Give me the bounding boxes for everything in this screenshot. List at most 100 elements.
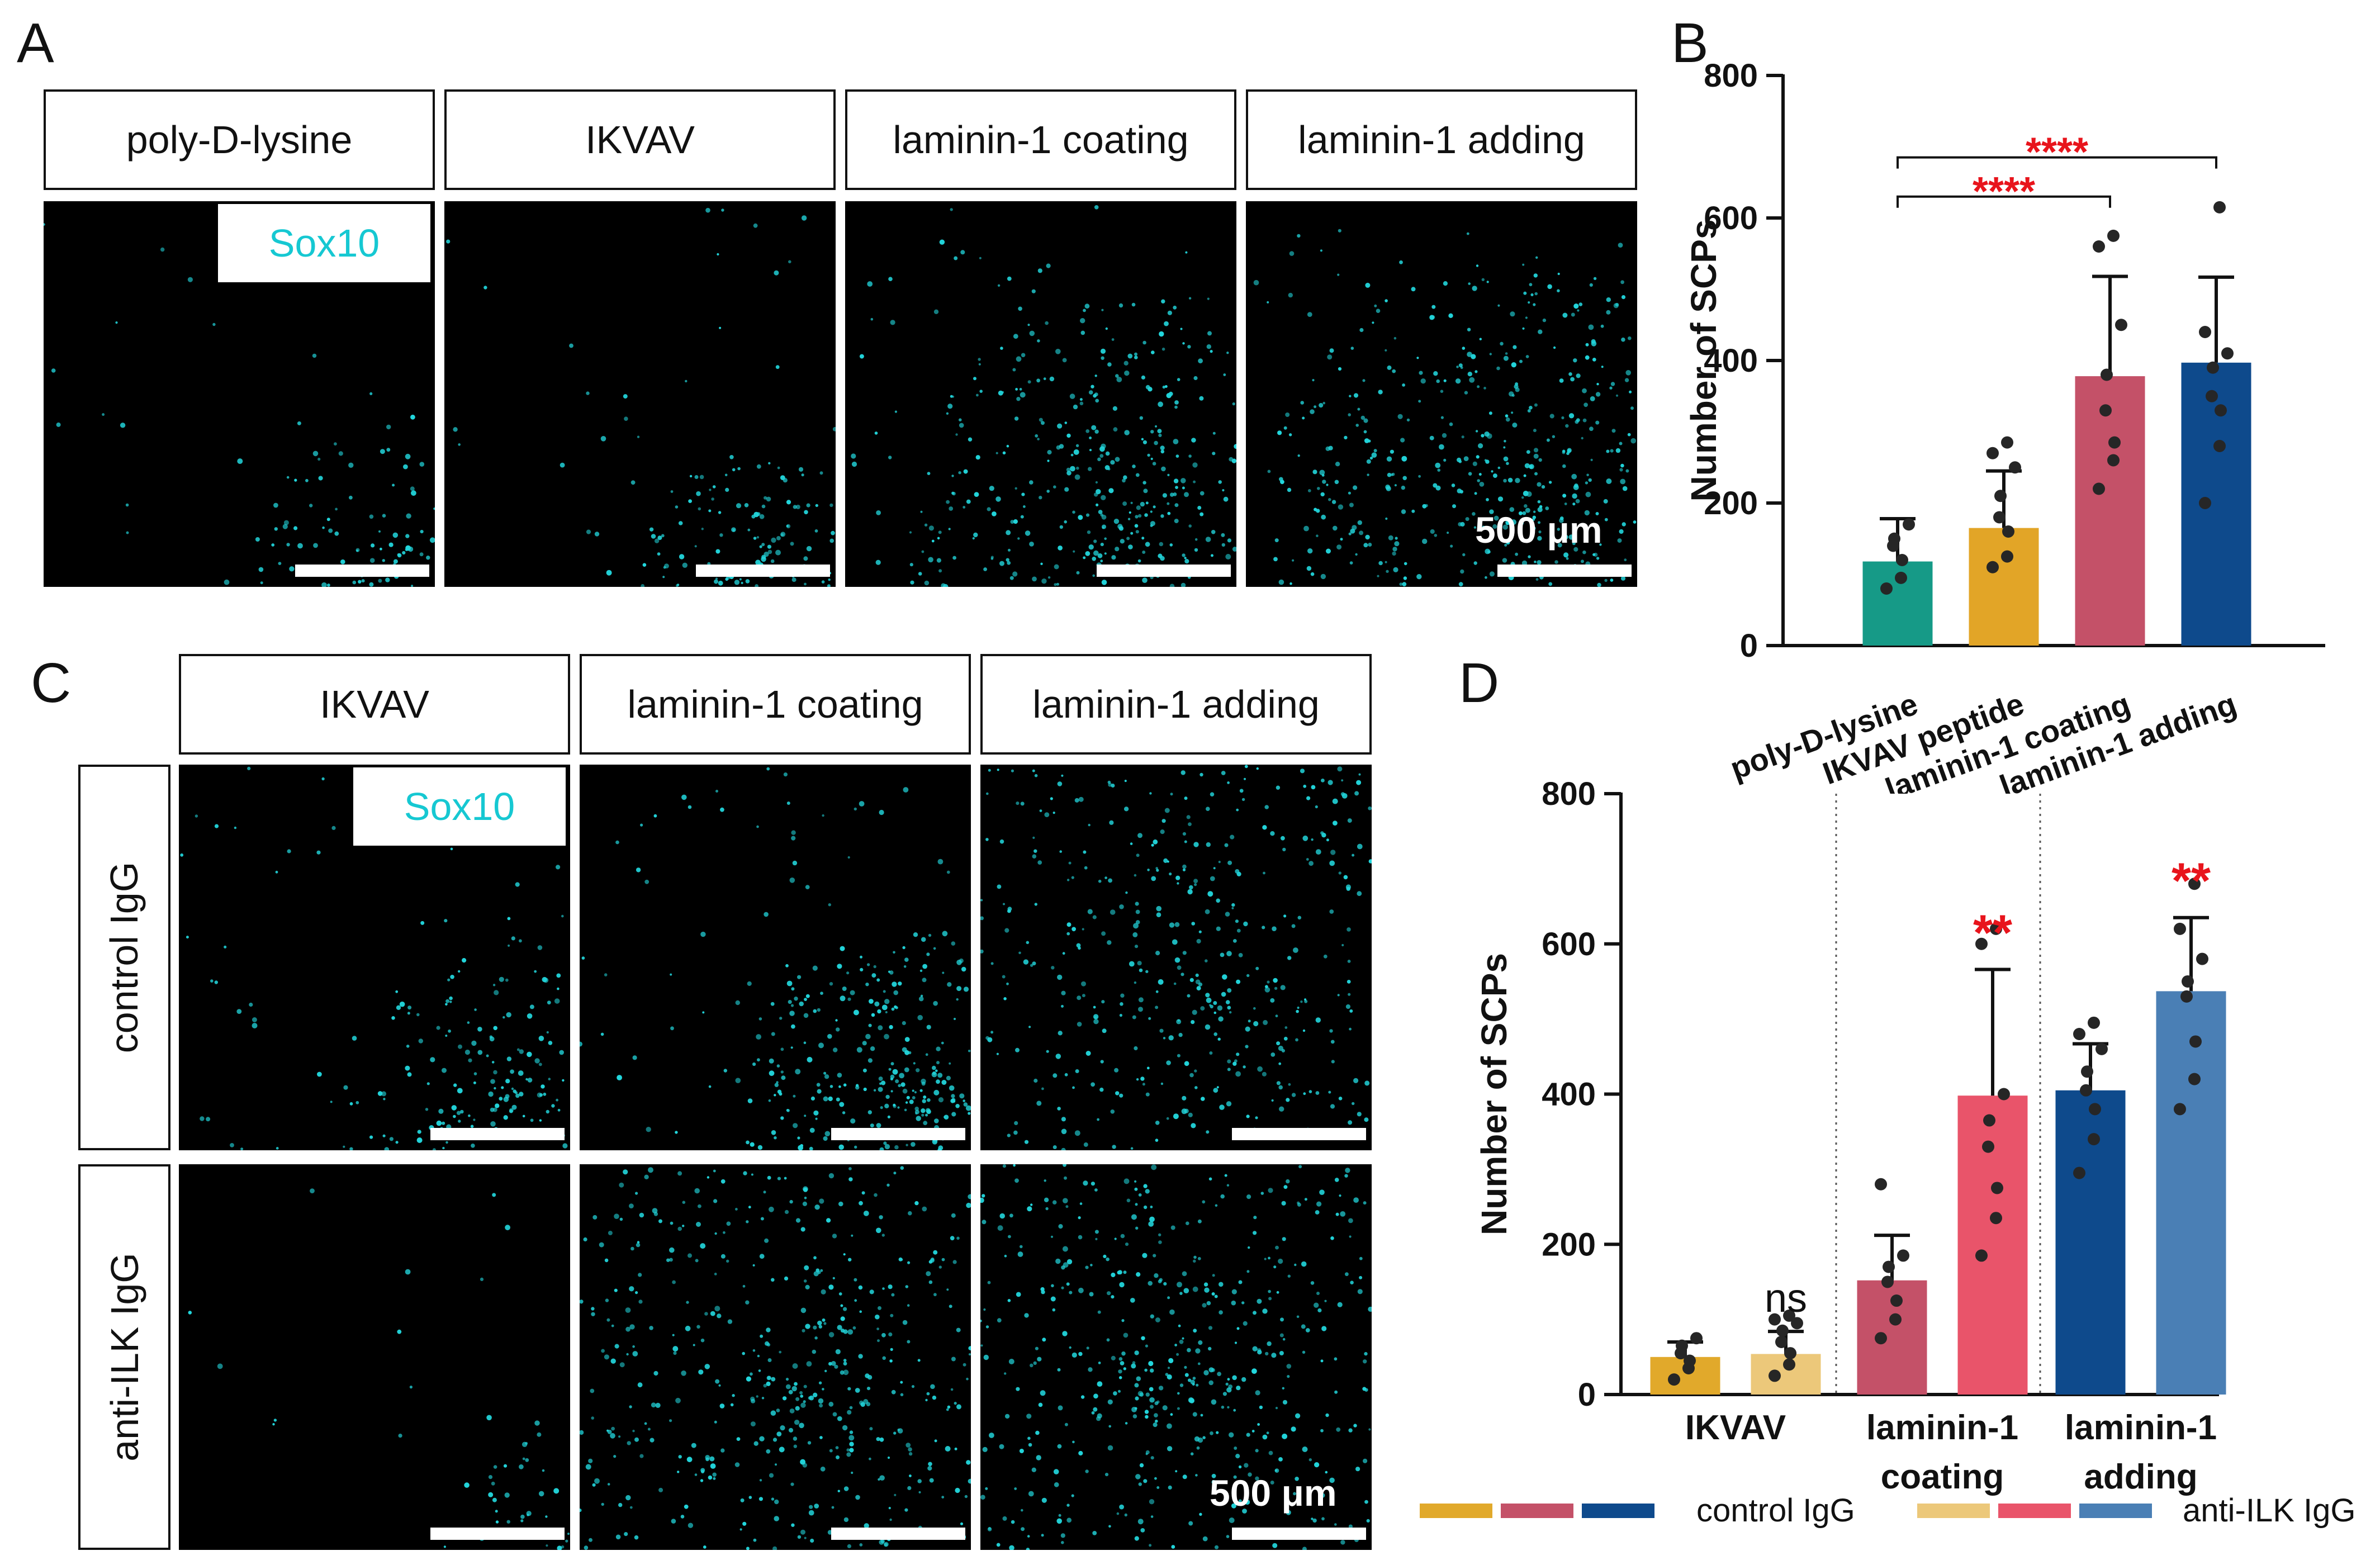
cell-dot xyxy=(1087,909,1093,914)
cell-dot xyxy=(1095,399,1099,403)
cell-dot xyxy=(870,1123,874,1128)
cell-dot xyxy=(995,452,998,454)
cell-dot xyxy=(715,1379,720,1384)
cell-dot xyxy=(1064,520,1067,524)
cell-dot xyxy=(1401,456,1407,462)
cell-dot xyxy=(719,533,723,537)
cell-dot xyxy=(619,1362,625,1368)
cell-dot xyxy=(842,987,847,991)
cell-dot xyxy=(819,1198,824,1204)
cell-dot xyxy=(829,538,834,543)
cell-dot xyxy=(1118,1369,1122,1374)
cell-dot xyxy=(949,1085,955,1091)
cell-dot xyxy=(1347,818,1352,823)
cell-dot xyxy=(1273,978,1278,983)
cell-dot xyxy=(758,1497,763,1501)
cell-dot xyxy=(1314,405,1317,409)
cell-dot xyxy=(1241,1377,1246,1382)
cell-dot xyxy=(791,1024,795,1029)
cell-dot xyxy=(224,945,227,949)
scale-bar xyxy=(1497,565,1632,577)
cell-dot xyxy=(1515,478,1520,483)
cell-dot xyxy=(1072,1440,1075,1444)
cell-dot xyxy=(1345,1004,1350,1009)
cell-dot xyxy=(905,1285,909,1288)
cell-dot xyxy=(989,486,994,491)
cell-dot xyxy=(1521,521,1524,525)
cell-dot xyxy=(584,1545,589,1550)
cell-dot xyxy=(1149,1216,1155,1222)
cell-dot xyxy=(1348,1428,1353,1433)
cell-dot xyxy=(898,981,902,986)
cell-dot xyxy=(657,535,662,540)
cell-dot xyxy=(759,1479,762,1482)
cell-dot xyxy=(313,543,318,548)
cell-dot xyxy=(1326,548,1331,554)
cell-dot xyxy=(941,1496,945,1498)
cell-dot xyxy=(672,1334,675,1336)
cell-dot xyxy=(1278,1457,1283,1462)
cell-dot xyxy=(980,949,984,954)
cell-dot xyxy=(1121,1351,1126,1356)
cell-dot xyxy=(200,1116,205,1121)
cell-dot xyxy=(1234,444,1236,449)
cell-dot xyxy=(924,523,928,527)
cell-dot xyxy=(1154,440,1158,445)
data-point xyxy=(2002,525,2014,538)
cell-dot xyxy=(567,1533,570,1535)
cell-dot xyxy=(1337,273,1340,276)
cell-dot xyxy=(606,570,612,576)
cell-dot xyxy=(1393,336,1397,340)
cell-dot xyxy=(1014,1487,1017,1490)
cell-dot xyxy=(879,1147,884,1150)
cell-dot xyxy=(610,1358,616,1364)
cell-dot xyxy=(1028,1026,1031,1028)
cell-dot xyxy=(395,990,399,993)
cell-dot xyxy=(1161,819,1166,823)
cell-dot xyxy=(814,1336,818,1340)
cell-dot xyxy=(1137,559,1141,563)
cell-dot xyxy=(1315,1017,1321,1023)
cell-dot xyxy=(1363,1458,1368,1463)
cell-dot xyxy=(445,1003,448,1006)
cell-dot xyxy=(1160,829,1165,834)
cell-dot xyxy=(1263,871,1265,875)
cell-dot xyxy=(371,543,375,548)
cell-dot xyxy=(1135,902,1139,906)
cell-dot xyxy=(1402,476,1407,481)
cell-dot xyxy=(815,504,818,508)
cell-dot xyxy=(1270,1052,1276,1057)
cell-dot xyxy=(1311,785,1316,790)
cell-dot xyxy=(908,1447,912,1452)
cell-dot xyxy=(694,545,697,548)
cell-dot xyxy=(1180,770,1186,775)
cell-dot xyxy=(776,1408,780,1412)
cell-dot xyxy=(1227,538,1231,543)
scale-text: 500 μm xyxy=(1475,509,1603,551)
cell-dot xyxy=(758,1017,762,1021)
cell-dot xyxy=(1231,907,1234,909)
cell-dot xyxy=(1529,464,1534,470)
cell-dot xyxy=(539,1093,543,1097)
cell-dot xyxy=(882,1287,885,1290)
bar xyxy=(1969,528,2039,646)
cell-dot xyxy=(1280,1317,1284,1322)
cell-dot xyxy=(1322,480,1326,484)
cell-dot xyxy=(766,1327,771,1332)
cell-dot xyxy=(1216,898,1220,903)
cell-dot xyxy=(779,1092,783,1096)
cell-dot xyxy=(600,436,606,442)
cell-dot xyxy=(1123,1332,1129,1338)
cell-dot xyxy=(874,1193,878,1197)
cell-dot xyxy=(753,511,759,518)
cell-dot xyxy=(956,1404,961,1410)
cell-dot xyxy=(1144,513,1148,517)
cell-dot xyxy=(1007,907,1012,912)
cell-dot xyxy=(1207,891,1213,897)
cell-dot xyxy=(1113,427,1118,432)
cell-dot xyxy=(840,1304,843,1307)
cell-dot xyxy=(1609,386,1613,390)
cell-dot xyxy=(1235,919,1239,923)
data-point xyxy=(1990,922,2002,935)
cell-dot xyxy=(1150,457,1153,461)
